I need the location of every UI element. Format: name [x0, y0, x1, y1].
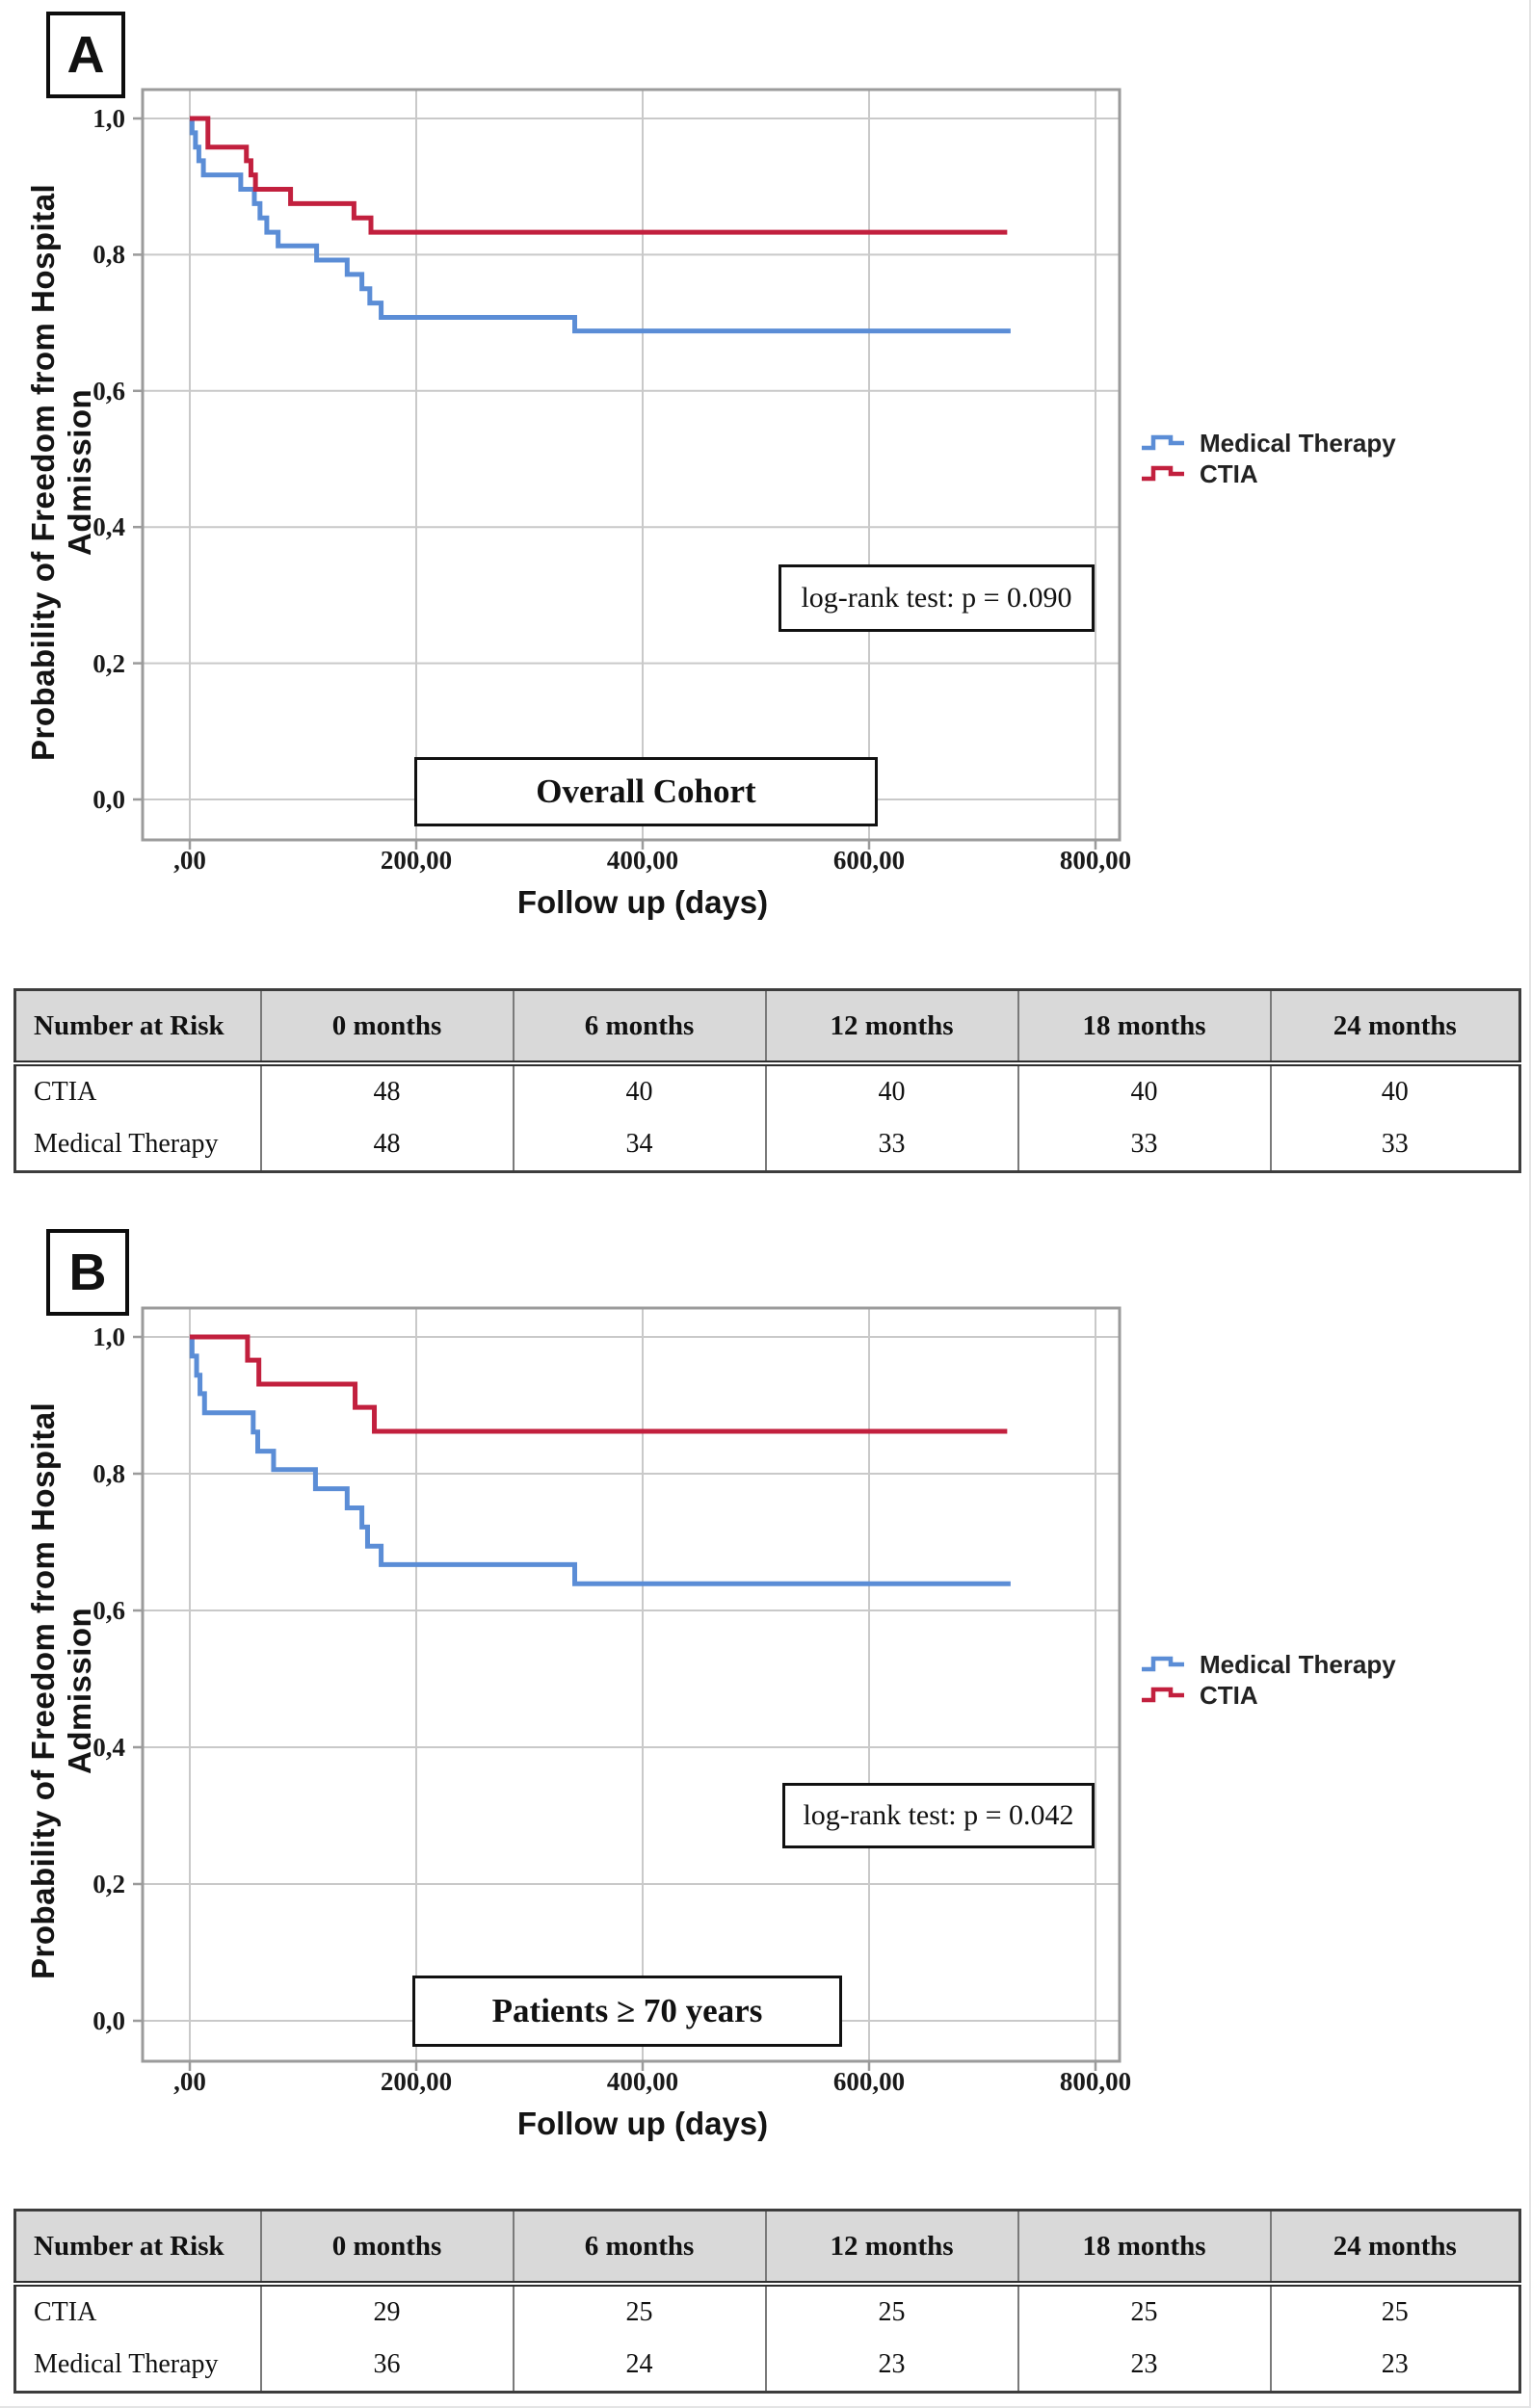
risk-table-cell: 24	[512, 2339, 766, 2393]
y-tick-label: 0,8	[92, 1459, 125, 1488]
risk-table-cell: 23	[1269, 2339, 1520, 2393]
step-line-icon	[1142, 434, 1184, 451]
y-tick-label: 0,2	[92, 1870, 125, 1898]
risk-table-b: Number at Risk 0 months 6 months 12 months 1…	[13, 2209, 1521, 2394]
legend-item: Medical Therapy	[1140, 1649, 1396, 1680]
y-axis-title-a: Probability of Freedom from Hospital Adm…	[25, 183, 97, 761]
logrank-box-b: log-rank test: p = 0.042	[782, 1783, 1095, 1848]
risk-table-cell: 33	[1016, 1118, 1271, 1172]
x-tick-label: ,00	[173, 846, 206, 875]
step-line-icon	[1142, 1687, 1184, 1703]
y-axis-title-b: Probability of Freedom from Hospital Adm…	[25, 1401, 97, 1979]
step-line-icon	[1142, 465, 1184, 482]
y-tick-label: 0,4	[92, 512, 125, 542]
y-tick-label: 0,0	[92, 2006, 125, 2035]
cohort-title-box-a: Overall Cohort	[414, 757, 878, 826]
legend-label: Medical Therapy	[1200, 428, 1396, 458]
legend-item: CTIA	[1140, 1680, 1396, 1711]
legend-label: CTIA	[1200, 1680, 1258, 1710]
risk-table-header-cell: Number at Risk	[14, 989, 261, 1066]
risk-table-cell: Medical Therapy	[34, 2349, 219, 2379]
risk-table-cell: 23	[764, 2339, 1018, 2393]
risk-table-cell: 40	[1016, 1063, 1271, 1118]
risk-table-header-cell: 6 months	[512, 989, 766, 1066]
km-curve-ctia	[190, 116, 1008, 235]
x-tick-label: 800,00	[1059, 2067, 1132, 2096]
y-tick-label: 1,0	[92, 104, 125, 133]
risk-table-cell: 36	[259, 2339, 514, 2393]
logrank-box-a: log-rank test: p = 0.090	[779, 564, 1095, 632]
legend-item: CTIA	[1140, 458, 1396, 489]
x-tick-label: 600,00	[832, 846, 906, 875]
risk-table-cell: 33	[764, 1118, 1018, 1172]
panel-label-b: B	[46, 1229, 129, 1316]
risk-table-a: Number at Risk 0 months 6 months 12 months 1…	[13, 988, 1521, 1173]
risk-table-cell: 25	[1269, 2284, 1520, 2339]
risk-table-row: CTIA 29 25 25 25 25	[15, 2284, 1520, 2339]
y-tick-label: 0,6	[92, 376, 125, 406]
legend-label: Medical Therapy	[1200, 1649, 1396, 1679]
risk-table-header-cell: Number at Risk	[14, 2210, 261, 2287]
legend-item: Medical Therapy	[1140, 428, 1396, 458]
x-axis-title-a: Follow up (days)	[516, 884, 769, 920]
y-tick-label: 0,0	[92, 785, 125, 814]
risk-table-row: CTIA 48 40 40 40 40	[15, 1063, 1520, 1118]
x-tick-label: 400,00	[606, 2067, 679, 2096]
risk-table-cell: 33	[1269, 1118, 1520, 1172]
legend-label: CTIA	[1200, 458, 1258, 488]
risk-table-cell: 40	[1269, 1063, 1520, 1118]
risk-table-cell: CTIA	[34, 1077, 97, 1107]
risk-table-cell: CTIA	[34, 2297, 97, 2327]
risk-table-cell: 34	[512, 1118, 766, 1172]
risk-table-cell: 48	[259, 1118, 514, 1172]
x-axis-title-b: Follow up (days)	[516, 2106, 769, 2141]
risk-table-cell: 23	[1016, 2339, 1271, 2393]
plot-frame	[141, 1306, 1122, 2063]
risk-table-cell: 25	[512, 2284, 766, 2339]
risk-table-cell: Medical Therapy	[34, 1129, 219, 1159]
risk-table-header-cell: 0 months	[259, 2210, 514, 2287]
risk-table-header-cell: 18 months	[1016, 2210, 1271, 2287]
y-tick-label: 1,0	[92, 1322, 125, 1351]
risk-table-row: Medical Therapy 36 24 23 23 23	[15, 2339, 1520, 2393]
y-tick-label: 0,2	[92, 648, 125, 678]
risk-table-row: Medical Therapy 48 34 33 33 33	[15, 1118, 1520, 1172]
legend-a: Medical Therapy CTIA	[1140, 428, 1396, 489]
km-curve-ctia	[190, 1334, 1008, 1434]
y-tick-label: 0,6	[92, 1596, 125, 1625]
y-tick-label: 0,4	[92, 1733, 125, 1762]
legend-b: Medical Therapy CTIA	[1140, 1649, 1396, 1711]
risk-table-cell: 29	[259, 2284, 514, 2339]
km-curve-medical-therapy	[189, 116, 1011, 334]
x-tick-label: 200,00	[380, 2067, 453, 2096]
risk-table-header-cell: 18 months	[1016, 989, 1271, 1066]
risk-table-header-cell: 6 months	[512, 2210, 766, 2287]
risk-table-header-cell: 12 months	[764, 989, 1018, 1066]
plot-frame	[141, 88, 1122, 842]
x-tick-label: 800,00	[1059, 846, 1132, 875]
step-line-icon	[1142, 1656, 1184, 1672]
risk-table-cell: 40	[512, 1063, 766, 1118]
x-tick-label: 600,00	[832, 2067, 906, 2096]
cohort-title-box-b: Patients ≥ 70 years	[412, 1976, 842, 2047]
x-tick-label: 200,00	[380, 846, 453, 875]
panel-label-a: A	[46, 12, 125, 98]
risk-table-cell: 25	[764, 2284, 1018, 2339]
x-tick-label: 400,00	[606, 846, 679, 875]
risk-table-header-cell: 24 months	[1269, 2210, 1520, 2287]
risk-table-cell: 40	[764, 1063, 1018, 1118]
km-curve-medical-therapy	[189, 1334, 1011, 1586]
risk-table-header-cell: 24 months	[1269, 989, 1520, 1066]
y-tick-label: 0,8	[92, 240, 125, 270]
x-tick-label: ,00	[173, 2067, 206, 2096]
risk-table-cell: 25	[1016, 2284, 1271, 2339]
risk-table-header-cell: 0 months	[259, 989, 514, 1066]
risk-table-header-cell: 12 months	[764, 2210, 1018, 2287]
risk-table-cell: 48	[259, 1063, 514, 1118]
